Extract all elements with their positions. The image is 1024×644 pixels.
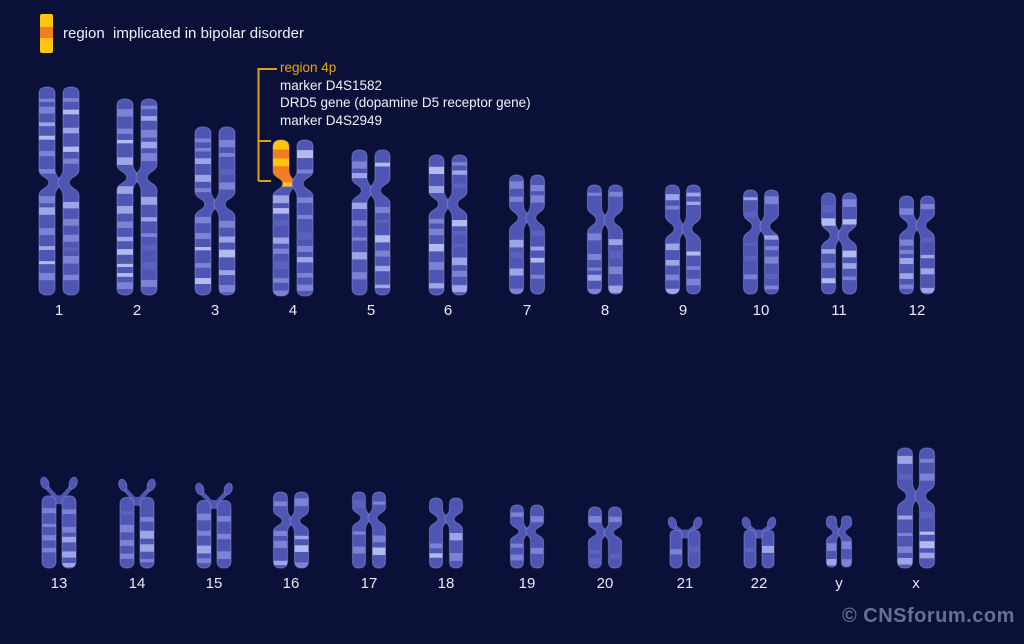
legend: region implicated in bipolar disorder bbox=[40, 14, 304, 53]
copyright-watermark: © CNSforum.com bbox=[842, 605, 1015, 627]
chromosome-label-12: 12 bbox=[909, 302, 926, 319]
chromosome-11: 11 bbox=[820, 192, 858, 319]
chromosome-x: x bbox=[896, 447, 936, 592]
chromosome-label-5: 5 bbox=[367, 302, 375, 319]
chromosome-9: 9 bbox=[664, 184, 702, 319]
chromosome-5: 5 bbox=[351, 149, 391, 319]
chromosome-label-20: 20 bbox=[597, 575, 614, 592]
chromosome-label-13: 13 bbox=[51, 575, 68, 592]
chromosome-label-1: 1 bbox=[55, 302, 63, 319]
chromosome-12: 12 bbox=[898, 195, 936, 319]
chromosome-label-18: 18 bbox=[438, 575, 455, 592]
annotation-title: region 4p bbox=[280, 60, 337, 75]
chromosome-22: 22 bbox=[741, 516, 777, 592]
chromosome-8: 8 bbox=[586, 184, 624, 319]
bipolar-region-swatch bbox=[40, 14, 53, 53]
chromosome-13: 13 bbox=[40, 476, 78, 592]
annotation-marker-2: marker D4S2949 bbox=[280, 112, 383, 128]
annotation-gene: DRD5 gene (dopamine D5 receptor gene) bbox=[280, 95, 531, 110]
chromosome-21: 21 bbox=[667, 516, 703, 592]
chromosome-label-19: 19 bbox=[519, 575, 536, 592]
chromosome-label-6: 6 bbox=[444, 302, 452, 319]
chromosome-label-17: 17 bbox=[361, 575, 378, 592]
chromosome-label-15: 15 bbox=[206, 575, 223, 592]
chromosome-label-x: x bbox=[912, 575, 920, 592]
chromosome-label-10: 10 bbox=[753, 302, 770, 319]
chromosome-label-16: 16 bbox=[283, 575, 300, 592]
chromosome-6: 6 bbox=[428, 154, 468, 319]
chromosome-label-8: 8 bbox=[601, 302, 609, 319]
chromosome-label-21: 21 bbox=[677, 575, 694, 592]
legend-label: region implicated in bipolar disorder bbox=[63, 25, 304, 42]
chromosome-label-3: 3 bbox=[211, 302, 219, 319]
chromosome-7: 7 bbox=[508, 174, 546, 319]
chromosome-label-22: 22 bbox=[751, 575, 768, 592]
region-4p-bracket bbox=[257, 68, 277, 182]
chromosome-label-11: 11 bbox=[831, 302, 847, 319]
chromosome-20: 20 bbox=[587, 506, 623, 592]
chromosome-label-7: 7 bbox=[523, 302, 531, 319]
chromosome-14: 14 bbox=[118, 478, 156, 592]
chromosome-label-y: y bbox=[835, 575, 843, 592]
chromosome-16: 16 bbox=[272, 491, 310, 592]
chromosome-label-9: 9 bbox=[679, 302, 687, 319]
chromosome-label-4: 4 bbox=[289, 302, 297, 319]
chromosome-label-14: 14 bbox=[129, 575, 146, 592]
chromosome-10: 10 bbox=[742, 189, 780, 319]
chromosome-19: 19 bbox=[509, 504, 545, 592]
chromosome-2: 2 bbox=[116, 98, 158, 319]
chromosome-17: 17 bbox=[351, 491, 387, 592]
chromosome-3: 3 bbox=[194, 126, 236, 319]
chromosome-15: 15 bbox=[195, 482, 233, 592]
region-4p-annotation: region 4p marker D4S1582 DRD5 gene (dopa… bbox=[280, 59, 531, 129]
chromosome-1: 1 bbox=[38, 86, 80, 319]
chromosome-4: 4 bbox=[272, 139, 314, 319]
chromosome-label-2: 2 bbox=[133, 302, 141, 319]
chromosome-y: y bbox=[825, 515, 853, 592]
chromosome-18: 18 bbox=[428, 497, 464, 592]
annotation-marker-1: marker D4S1582 bbox=[280, 77, 383, 93]
